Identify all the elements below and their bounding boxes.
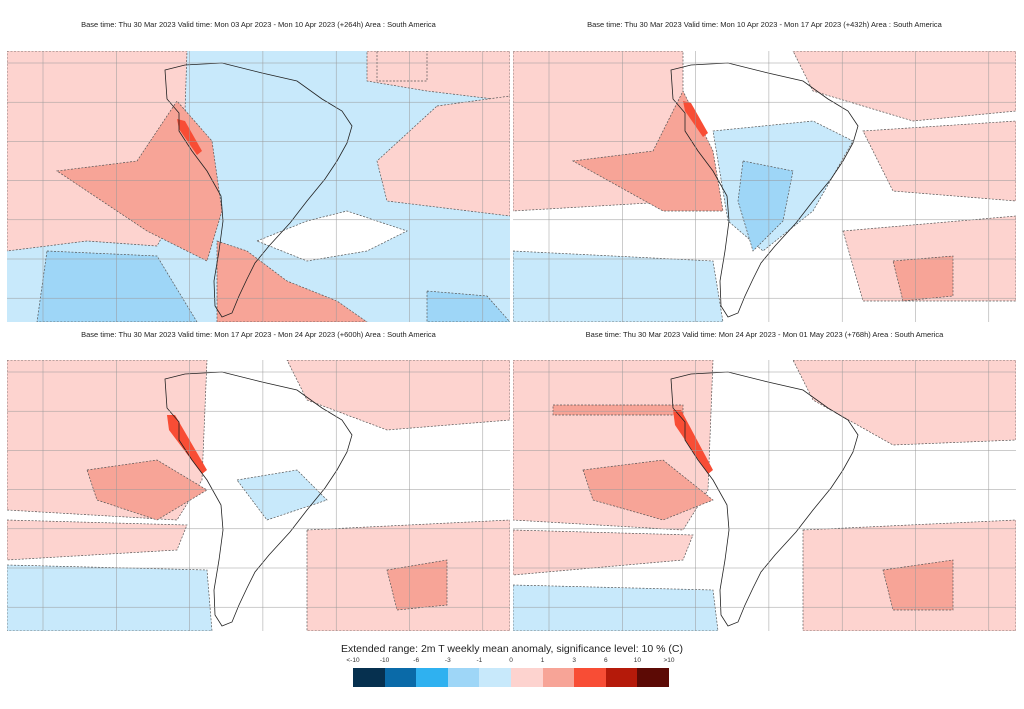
anomaly-region bbox=[376, 51, 428, 82]
map-panel-4 bbox=[513, 360, 1016, 631]
legend-tick: >10 bbox=[663, 657, 675, 664]
anomaly-map bbox=[7, 360, 510, 631]
anomaly-region bbox=[376, 95, 510, 217]
anomaly-region bbox=[513, 250, 724, 322]
map-panel-3 bbox=[7, 360, 510, 631]
anomaly-region bbox=[552, 404, 684, 416]
anomaly-region bbox=[882, 559, 954, 611]
legend-tick: 10 bbox=[633, 657, 641, 664]
anomaly-region bbox=[286, 360, 510, 431]
anomaly-region bbox=[56, 100, 223, 262]
panel-1-title: Base time: Thu 30 Mar 2023 Valid time: M… bbox=[81, 20, 436, 29]
anomaly-region bbox=[571, 90, 724, 212]
anomaly-map bbox=[513, 360, 1016, 631]
legend-tick: -6 bbox=[413, 657, 420, 664]
legend-swatch bbox=[353, 668, 385, 687]
anomaly-region bbox=[167, 415, 207, 474]
anomaly-region bbox=[892, 255, 954, 302]
coastline bbox=[164, 371, 353, 627]
legend-tick: -1 bbox=[476, 657, 483, 664]
legend-tick: -3 bbox=[444, 657, 451, 664]
legend-swatch bbox=[384, 668, 417, 687]
anomaly-region bbox=[737, 160, 794, 252]
legend-tick: -10 bbox=[379, 657, 390, 664]
anomaly-region bbox=[582, 459, 714, 521]
anomaly-region bbox=[216, 240, 368, 322]
legend-swatch bbox=[637, 668, 669, 687]
coastline bbox=[670, 371, 859, 627]
legend-swatch bbox=[447, 668, 480, 687]
coastline bbox=[164, 62, 353, 318]
legend-tick: 0 bbox=[509, 657, 513, 664]
legend-title: Extended range: 2m T weekly mean anomaly… bbox=[340, 643, 683, 655]
legend-tick: <-10 bbox=[346, 657, 360, 664]
anomaly-map bbox=[513, 51, 1016, 322]
anomaly-region bbox=[236, 469, 328, 521]
anomaly-region bbox=[673, 410, 713, 474]
panel-4-title: Base time: Thu 30 Mar 2023 Valid time: M… bbox=[585, 330, 944, 339]
legend-swatch bbox=[542, 668, 575, 687]
anomaly-region bbox=[792, 360, 1016, 446]
legend-swatch bbox=[574, 668, 606, 687]
legend-tick: 3 bbox=[572, 657, 576, 664]
legend-tick: 1 bbox=[540, 657, 545, 664]
anomaly-region bbox=[86, 459, 208, 521]
map-panel-2 bbox=[513, 51, 1016, 322]
panel-3-title: Base time: Thu 30 Mar 2023 Valid time: M… bbox=[81, 330, 436, 339]
anomaly-region bbox=[386, 559, 448, 611]
anomaly-region bbox=[513, 529, 694, 576]
legend-swatch bbox=[605, 668, 638, 687]
anomaly-map bbox=[7, 51, 510, 322]
anomaly-region bbox=[7, 519, 188, 561]
map-panel-1 bbox=[7, 51, 510, 322]
anomaly-region bbox=[256, 210, 408, 262]
anomaly-region bbox=[426, 290, 510, 322]
anomaly-region bbox=[7, 564, 213, 631]
anomaly-region bbox=[792, 51, 1016, 122]
legend-tick: 6 bbox=[603, 657, 608, 664]
legend-swatch bbox=[511, 668, 543, 687]
legend-swatch bbox=[416, 668, 448, 687]
anomaly-region bbox=[862, 120, 1016, 202]
anomaly-region bbox=[513, 584, 719, 631]
legend-swatch bbox=[479, 668, 511, 687]
panel-2-title: Base time: Thu 30 Mar 2023 Valid time: M… bbox=[587, 20, 942, 29]
coastline bbox=[670, 62, 859, 318]
